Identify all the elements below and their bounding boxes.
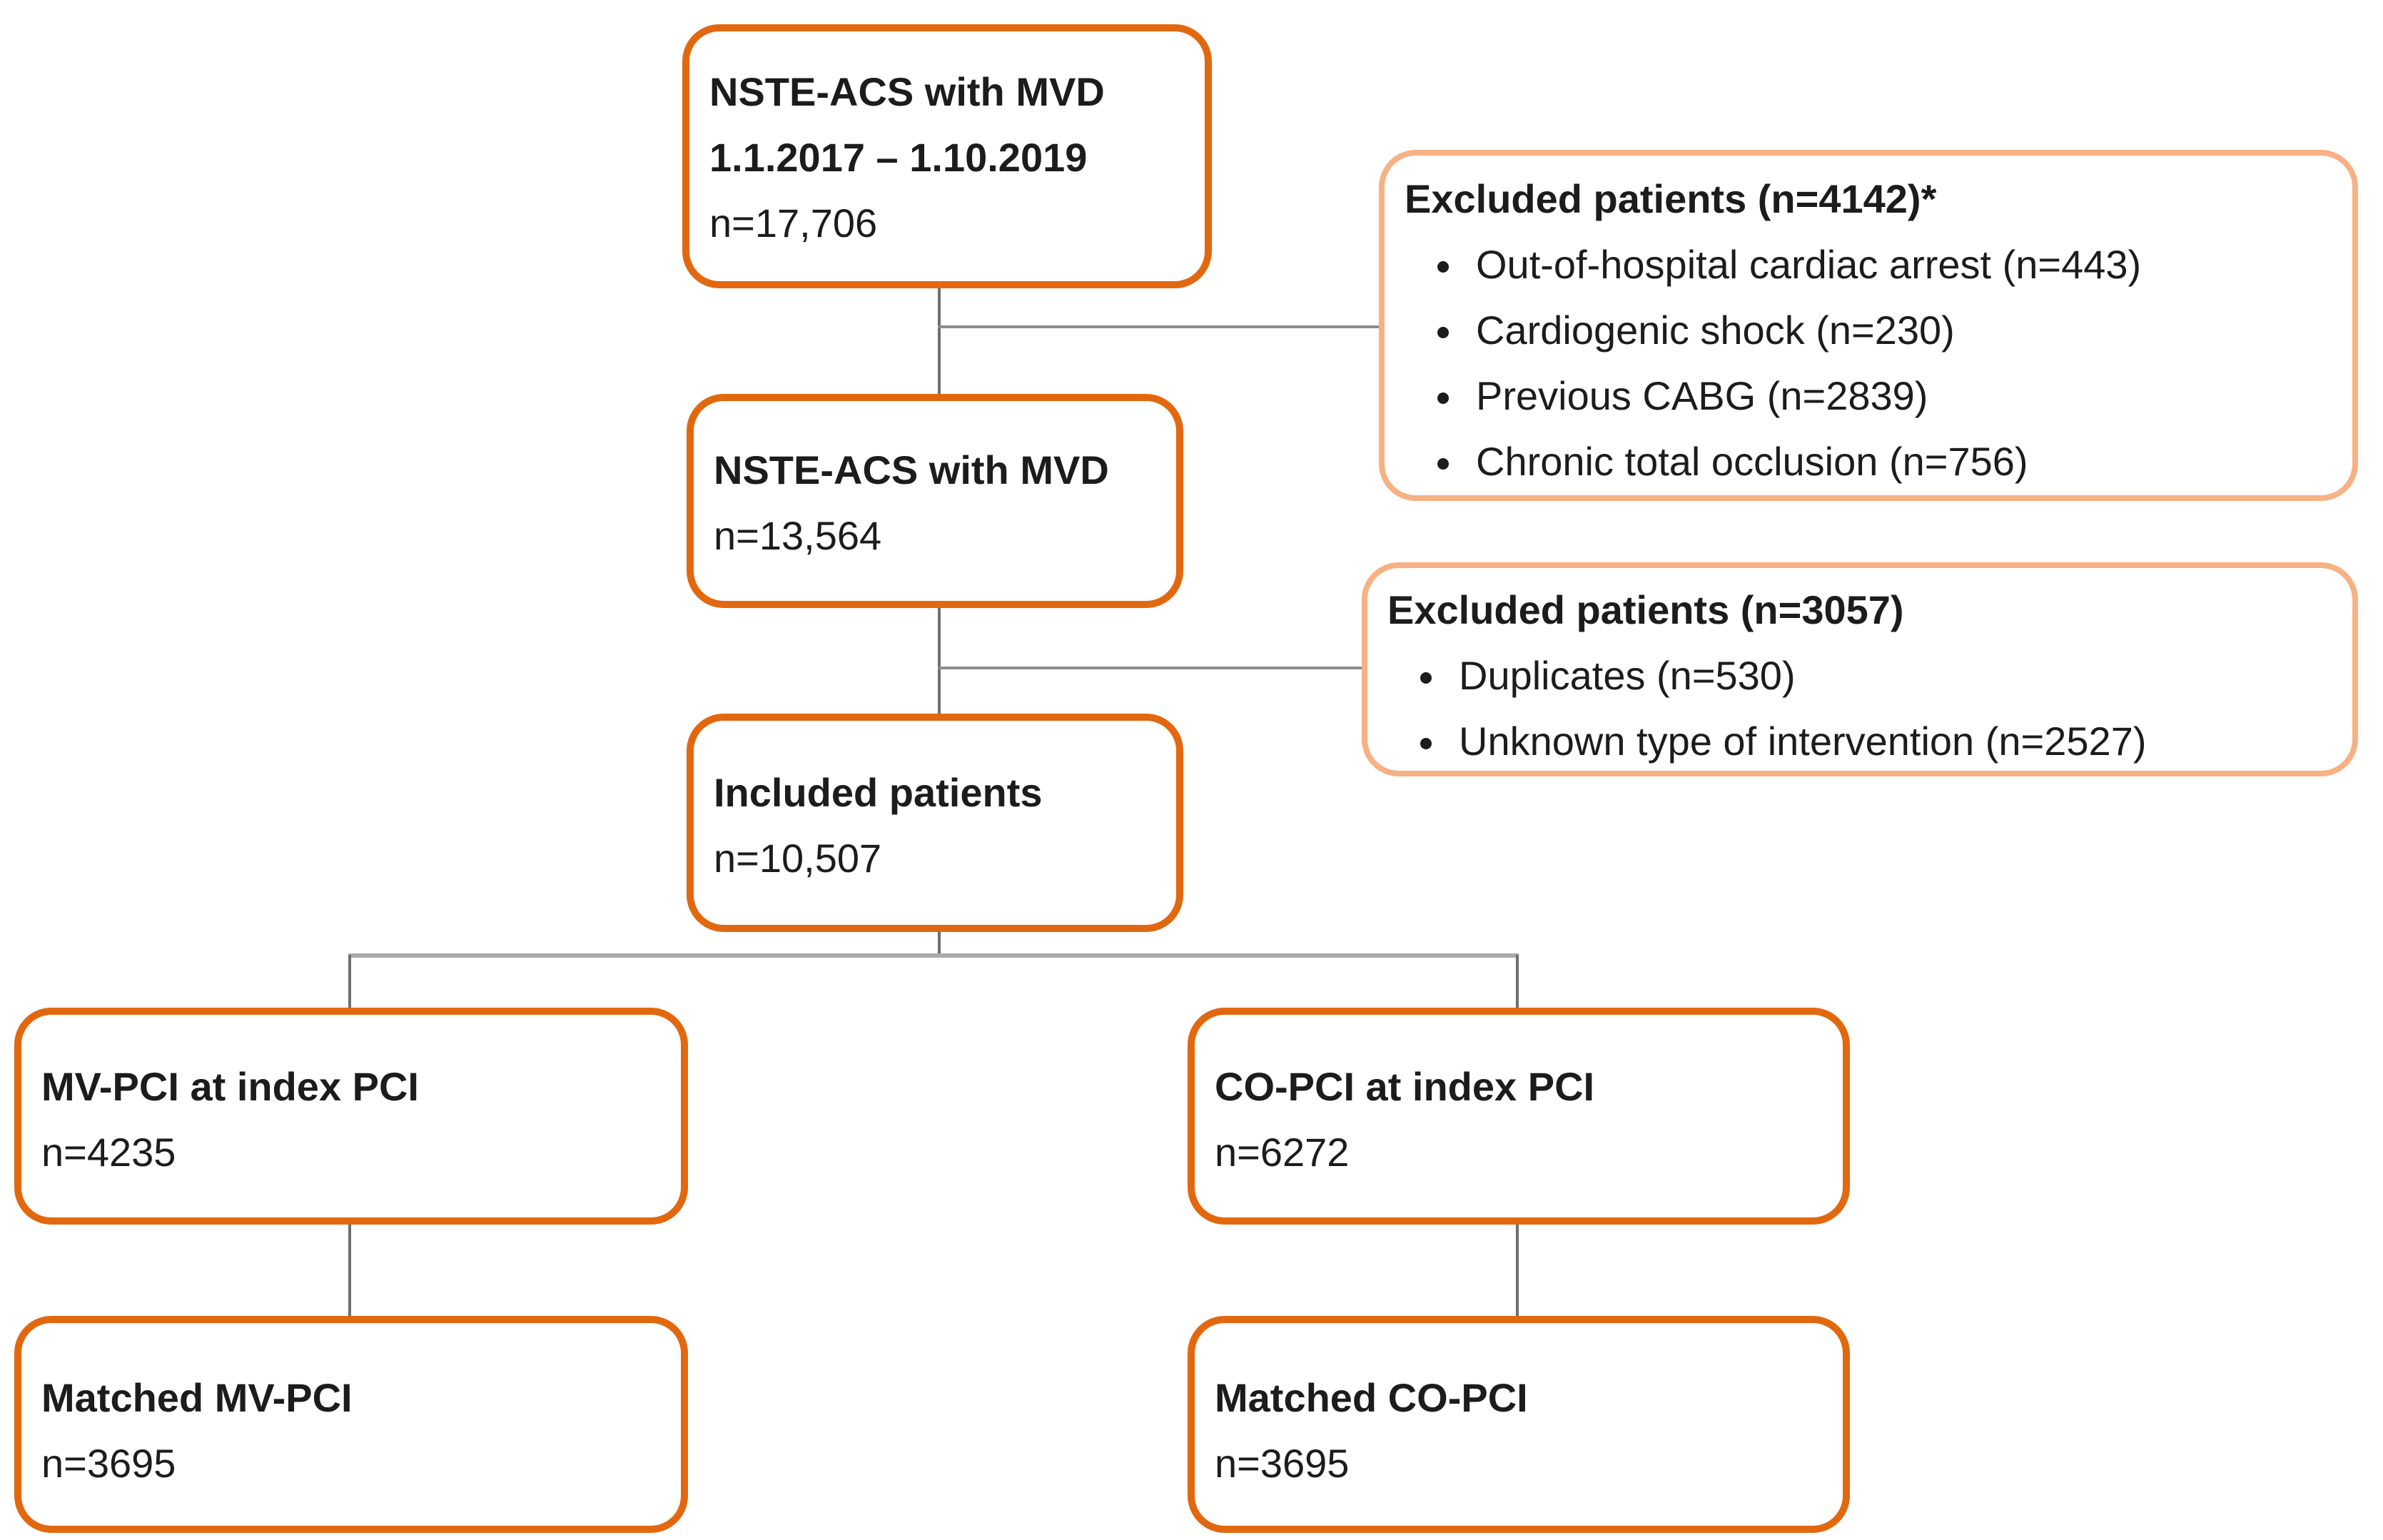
- connector-co-to-matched: [1516, 1222, 1519, 1319]
- matched-mv-pci-count: n=3695: [41, 1442, 176, 1486]
- box-matched-co-pci: Matched CO-PCI n=3695: [1188, 1316, 1850, 1533]
- excluded-2-item: Unknown type of intervention (n=2527): [1453, 709, 2338, 775]
- included-patients-count: n=10,507: [714, 836, 882, 881]
- matched-co-pci-title: Matched CO-PCI: [1215, 1376, 1528, 1420]
- initial-cohort-daterange: 1.1.2017 – 1.10.2019: [709, 136, 1088, 180]
- included-patients-title: Included patients: [714, 771, 1043, 815]
- after-first-exclusion-count: n=13,564: [714, 514, 882, 558]
- connector-second-to-included: [938, 605, 941, 716]
- excluded-1-item: Previous CABG (n=2839): [1470, 364, 2338, 430]
- connector-drop-co: [1516, 955, 1519, 1010]
- matched-mv-pci-title: Matched MV-PCI: [41, 1376, 353, 1420]
- connector-initial-to-second: [938, 285, 941, 397]
- matched-co-pci-count: n=3695: [1215, 1442, 1350, 1486]
- co-pci-count: n=6272: [1215, 1130, 1350, 1175]
- box-initial-cohort: NSTE-ACS with MVD 1.1.2017 – 1.10.2019 n…: [682, 24, 1212, 288]
- excluded-1-item: Chronic total occlusion (n=756): [1470, 430, 2338, 495]
- excluded-1-item: Cardiogenic shock (n=230): [1470, 298, 2338, 364]
- co-pci-title: CO-PCI at index PCI: [1215, 1065, 1595, 1109]
- connector-mv-to-matched: [348, 1222, 351, 1319]
- box-excluded-2: Excluded patients (n=3057) Duplicates (n…: [1362, 562, 2358, 776]
- excluded-1-list: Out-of-hospital cardiac arrest (n=443) C…: [1405, 233, 2338, 495]
- mv-pci-count: n=4235: [41, 1130, 176, 1175]
- excluded-1-title: Excluded patients (n=4142)*: [1405, 177, 1937, 221]
- excluded-2-list: Duplicates (n=530) Unknown type of inter…: [1387, 644, 2338, 775]
- box-matched-mv-pci: Matched MV-PCI n=3695: [14, 1316, 688, 1533]
- excluded-1-item: Out-of-hospital cardiac arrest (n=443): [1470, 233, 2338, 298]
- excluded-2-title: Excluded patients (n=3057): [1387, 588, 1904, 632]
- connector-branch-excluded-2: [938, 667, 1363, 669]
- box-excluded-1: Excluded patients (n=4142)* Out-of-hospi…: [1379, 150, 2358, 501]
- mv-pci-title: MV-PCI at index PCI: [41, 1065, 419, 1109]
- connector-drop-mv: [348, 955, 351, 1010]
- box-co-pci: CO-PCI at index PCI n=6272: [1188, 1008, 1850, 1225]
- connector-split-horizontal: [348, 953, 1519, 958]
- initial-cohort-count: n=17,706: [709, 201, 878, 245]
- box-mv-pci: MV-PCI at index PCI n=4235: [14, 1008, 688, 1225]
- connector-included-stub: [938, 929, 941, 956]
- box-after-first-exclusion: NSTE-ACS with MVD n=13,564: [687, 394, 1183, 608]
- box-included-patients: Included patients n=10,507: [687, 714, 1183, 932]
- initial-cohort-title: NSTE-ACS with MVD: [709, 70, 1105, 114]
- excluded-2-item: Duplicates (n=530): [1453, 644, 2338, 709]
- connector-branch-excluded-1: [938, 325, 1380, 328]
- after-first-exclusion-title: NSTE-ACS with MVD: [714, 448, 1109, 492]
